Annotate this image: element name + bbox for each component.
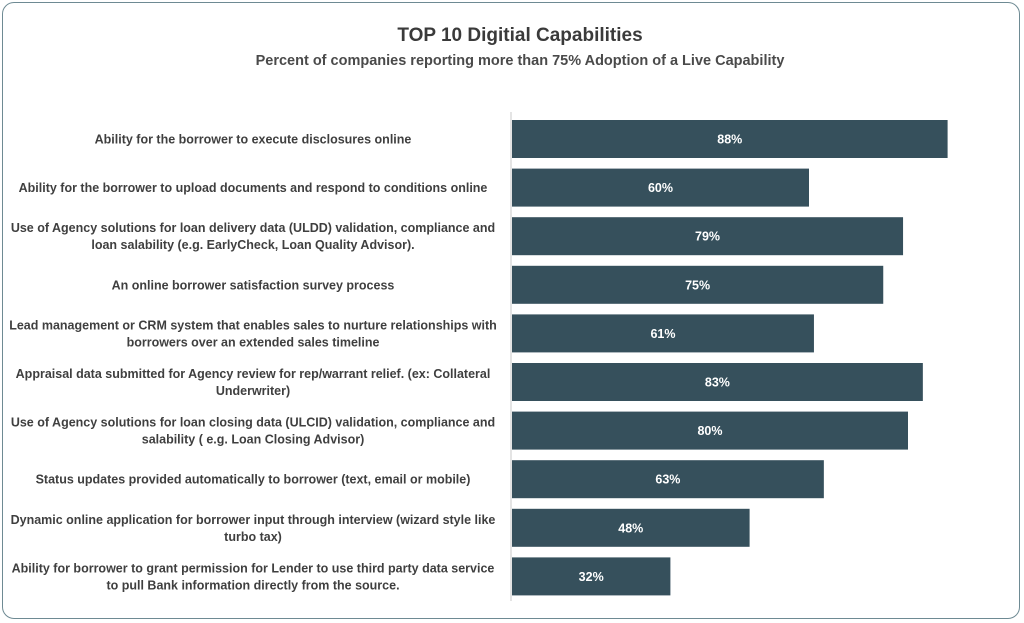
category-label-8: Status updates provided automatically to… bbox=[36, 473, 471, 487]
bar-1 bbox=[512, 120, 948, 158]
bar-3 bbox=[512, 217, 904, 256]
category-label-7: Use of Agency solutions for loan closing… bbox=[11, 416, 495, 447]
category-label-line: salability ( e.g. Loan Closing Advisor) bbox=[142, 433, 365, 447]
category-label-line: to pull Bank information directly from t… bbox=[106, 578, 399, 592]
bar-value-label-9: 48% bbox=[618, 521, 643, 535]
category-label-line: Dynamic online application for borrower … bbox=[11, 513, 496, 527]
bar-value-label-4: 75% bbox=[685, 278, 710, 292]
bar-10 bbox=[512, 557, 671, 596]
category-label-line: Ability for borrower to grant permission… bbox=[12, 561, 495, 575]
category-label-4: An online borrower satisfaction survey p… bbox=[112, 278, 395, 292]
bar-9 bbox=[512, 508, 750, 547]
bar-value-label-2: 60% bbox=[648, 181, 673, 195]
category-label-line: An online borrower satisfaction survey p… bbox=[112, 278, 395, 292]
category-label-line: Appraisal data submitted for Agency revi… bbox=[16, 367, 491, 381]
category-label-5: Lead management or CRM system that enabl… bbox=[9, 318, 497, 349]
category-label-line: loan salability (e.g. EarlyCheck, Loan Q… bbox=[91, 238, 414, 252]
bar-value-label-7: 80% bbox=[697, 424, 722, 438]
bar-value-label-1: 88% bbox=[717, 133, 742, 147]
category-label-line: Underwriter) bbox=[216, 384, 290, 398]
category-label-line: Use of Agency solutions for loan deliver… bbox=[11, 221, 495, 235]
bar-5 bbox=[512, 314, 814, 353]
category-label-line: Lead management or CRM system that enabl… bbox=[9, 318, 497, 332]
bar-value-label-10: 32% bbox=[579, 570, 604, 584]
chart-title: TOP 10 Digitial Capabilities bbox=[397, 25, 643, 46]
bar-7 bbox=[512, 411, 908, 450]
bar-value-label-6: 83% bbox=[705, 376, 730, 390]
category-label-3: Use of Agency solutions for loan deliver… bbox=[11, 221, 495, 252]
category-label-6: Appraisal data submitted for Agency revi… bbox=[16, 367, 491, 398]
bar-8 bbox=[512, 460, 824, 499]
bar-value-label-5: 61% bbox=[650, 327, 675, 341]
category-label-line: Ability for the borrower to upload docum… bbox=[19, 181, 488, 195]
category-label-line: turbo tax) bbox=[224, 530, 282, 544]
bar-value-label-3: 79% bbox=[695, 230, 720, 244]
category-label-line: Use of Agency solutions for loan closing… bbox=[11, 416, 495, 430]
category-label-line: borrowers over an extended sales timelin… bbox=[127, 335, 380, 349]
category-label-1: Ability for the borrower to execute disc… bbox=[95, 133, 412, 147]
category-label-10: Ability for borrower to grant permission… bbox=[12, 561, 495, 592]
category-label-line: Status updates provided automatically to… bbox=[36, 473, 471, 487]
category-label-line: Ability for the borrower to execute disc… bbox=[95, 133, 412, 147]
bar-value-label-8: 63% bbox=[655, 473, 680, 487]
chart-subtitle: Percent of companies reporting more than… bbox=[255, 53, 785, 69]
category-label-9: Dynamic online application for borrower … bbox=[11, 513, 496, 544]
bar-4 bbox=[512, 265, 884, 304]
bar-2 bbox=[512, 168, 809, 207]
bar-6 bbox=[512, 363, 923, 401]
category-label-2: Ability for the borrower to upload docum… bbox=[19, 181, 488, 195]
